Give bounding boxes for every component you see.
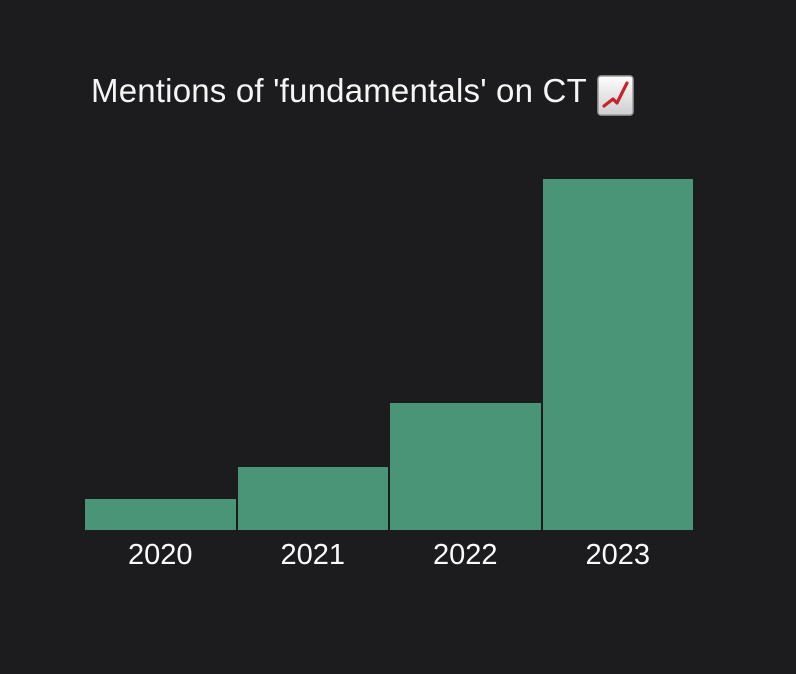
- bar-2023: [542, 179, 693, 530]
- chart-increasing-icon: [597, 72, 634, 116]
- x-axis-labels: 2020 2021 2022 2023: [85, 541, 693, 570]
- bar-2020: [85, 499, 236, 530]
- bars: [85, 170, 693, 530]
- x-axis-label-2020: 2020: [127, 539, 193, 571]
- plot-area: 2020 2021 2022 2023: [85, 170, 693, 570]
- x-axis-label-2021: 2021: [280, 539, 345, 571]
- chart-title: Mentions of 'fundamentals' on CT: [91, 72, 634, 116]
- x-axis-label-2022: 2022: [432, 539, 498, 571]
- bar-2022: [390, 403, 541, 530]
- x-axis-label-2023: 2023: [585, 539, 650, 571]
- bar-2021: [237, 467, 388, 530]
- chart-title-text: Mentions of 'fundamentals' on CT: [91, 72, 587, 109]
